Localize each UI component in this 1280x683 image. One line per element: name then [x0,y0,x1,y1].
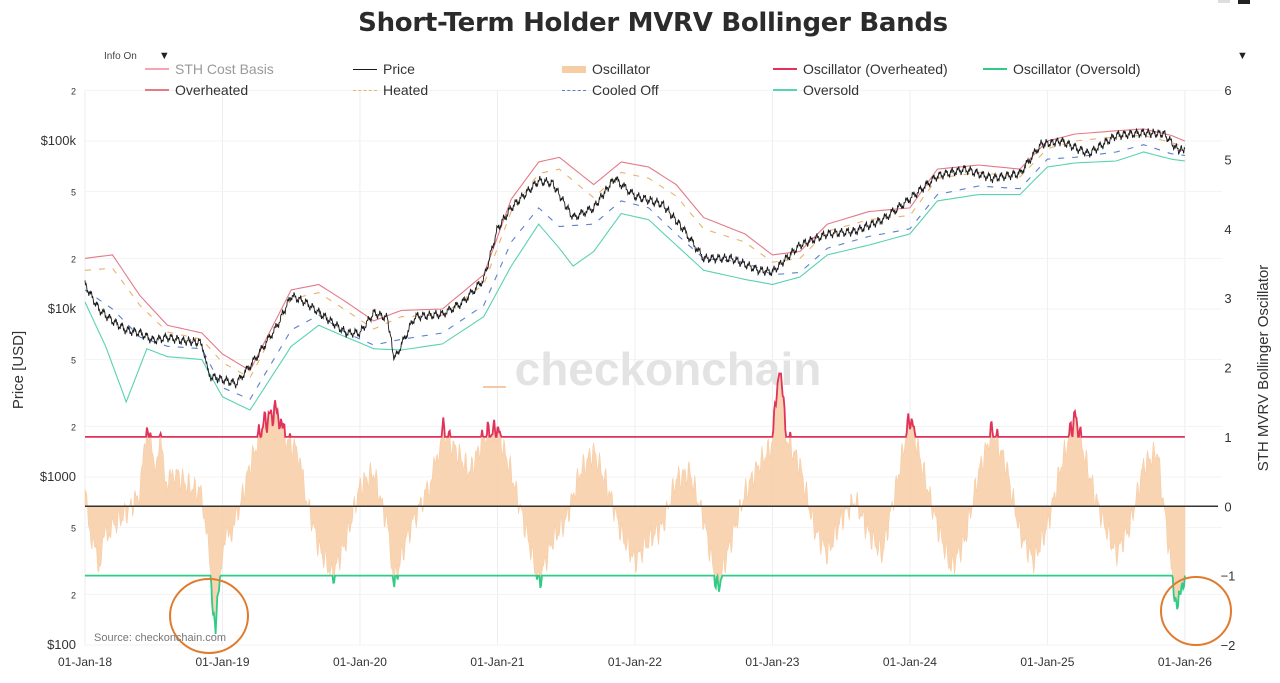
svg-text:0: 0 [1224,499,1231,514]
info-toggle-label: Info On [104,50,137,62]
legend-item-oversold[interactable]: Oversold [773,82,859,98]
watermark: checkonchain [515,343,822,395]
svg-text:5: 5 [1224,152,1231,167]
chart-title: Short-Term Holder MVRV Bollinger Bands [358,8,948,38]
legend-label: Overheated [175,82,249,98]
legend-swatch-icon [145,68,169,70]
svg-text:01-Jan-19: 01-Jan-19 [195,655,249,669]
svg-text:01-Jan-26: 01-Jan-26 [1158,655,1212,669]
svg-text:−1: −1 [1221,569,1236,584]
legend-swatch-icon [353,89,377,91]
svg-text:2: 2 [71,86,76,96]
legend-item-cooled-off[interactable]: Cooled Off [562,82,659,98]
svg-text:2: 2 [71,590,76,600]
legend-item-oscillator-oversold[interactable]: Oscillator (Oversold) [983,61,1141,77]
svg-text:1: 1 [1224,430,1231,445]
svg-text:01-Jan-24: 01-Jan-24 [883,655,937,669]
svg-text:01-Jan-25: 01-Jan-25 [1020,655,1074,669]
legend-swatch-icon [562,89,586,91]
legend-item-oscillator-overheated[interactable]: Oscillator (Overheated) [773,61,948,77]
legend: STH Cost Basis Price Oscillator Oscillator … [0,0,1280,110]
window-controls [1218,0,1258,4]
oscillator-overheated-line [85,372,1185,439]
svg-text:5: 5 [71,188,76,198]
legend-label: STH Cost Basis [175,61,274,77]
svg-text:$100k: $100k [41,133,77,148]
legend-swatch-icon [983,68,1007,70]
svg-text:6: 6 [1224,83,1231,98]
legend-swatch-icon [353,68,377,70]
svg-text:01-Jan-21: 01-Jan-21 [470,655,524,669]
y-axis-right: −2 −1 0 1 2 3 4 5 6 [1221,83,1236,653]
info-toggle-dropdown[interactable]: Info On ▼ [104,50,170,62]
svg-text:01-Jan-22: 01-Jan-22 [608,655,662,669]
caret-down-icon: ▼ [158,50,170,62]
price-line [84,127,1186,389]
legend-item-price[interactable]: Price [353,61,415,77]
legend-label: Heated [383,82,429,98]
legend-swatch-icon [562,65,586,73]
svg-text:5: 5 [71,524,76,534]
svg-text:$10k: $10k [48,301,77,316]
legend-swatch-icon [773,68,797,70]
y-axis-left-title: Price [USD] [10,331,27,409]
menu-icon[interactable] [1238,0,1250,4]
svg-text:5: 5 [71,356,76,366]
legend-label: Oscillator (Oversold) [1013,61,1141,77]
legend-swatch-icon [773,89,797,91]
legend-label: Price [383,61,415,77]
svg-text:2: 2 [1224,361,1231,376]
x-axis: 01-Jan-18 01-Jan-19 01-Jan-20 01-Jan-21 01-J… [58,655,1212,669]
legend-swatch-icon [145,89,169,91]
legend-label: Cooled Off [592,82,659,98]
svg-text:4: 4 [1224,222,1231,237]
legend-item-overheated[interactable]: Overheated [145,82,248,98]
source-label: Source: checkonchain.com [94,632,226,644]
annotation-circle-2026 [1160,576,1232,646]
y-axis-left: $100 2 5 $1000 2 5 $10k 2 5 $100k 2 [40,86,77,652]
legend-item-heated[interactable]: Heated [353,82,428,98]
svg-text:01-Jan-18: 01-Jan-18 [58,655,112,669]
oscillator-oversold-line [85,573,1186,634]
legend-label: Oversold [803,82,860,98]
svg-text:2: 2 [71,422,76,432]
y-axis-right-title: STH MVRV Bollinger Oscillator [1255,265,1272,471]
legend-label: Oscillator (Overheated) [803,61,948,77]
svg-text:01-Jan-20: 01-Jan-20 [333,655,387,669]
caret-down-icon[interactable]: ▼ [1237,50,1248,62]
oversold-line [84,151,1185,411]
svg-text:$1000: $1000 [40,469,76,484]
annotation-circle-2019 [169,578,249,654]
svg-text:−2: −2 [1221,638,1236,653]
svg-text:01-Jan-23: 01-Jan-23 [745,655,799,669]
legend-item-sth-cost-basis[interactable]: STH Cost Basis [145,61,274,77]
svg-text:3: 3 [1224,291,1231,306]
svg-text:2: 2 [71,254,76,264]
heated-line [84,134,1186,379]
legend-label: Oscillator [592,61,651,77]
legend-item-oscillator[interactable]: Oscillator [562,61,650,77]
minimize-icon[interactable] [1218,0,1230,3]
svg-text:$100: $100 [47,637,76,652]
cooled-off-line [84,144,1185,400]
